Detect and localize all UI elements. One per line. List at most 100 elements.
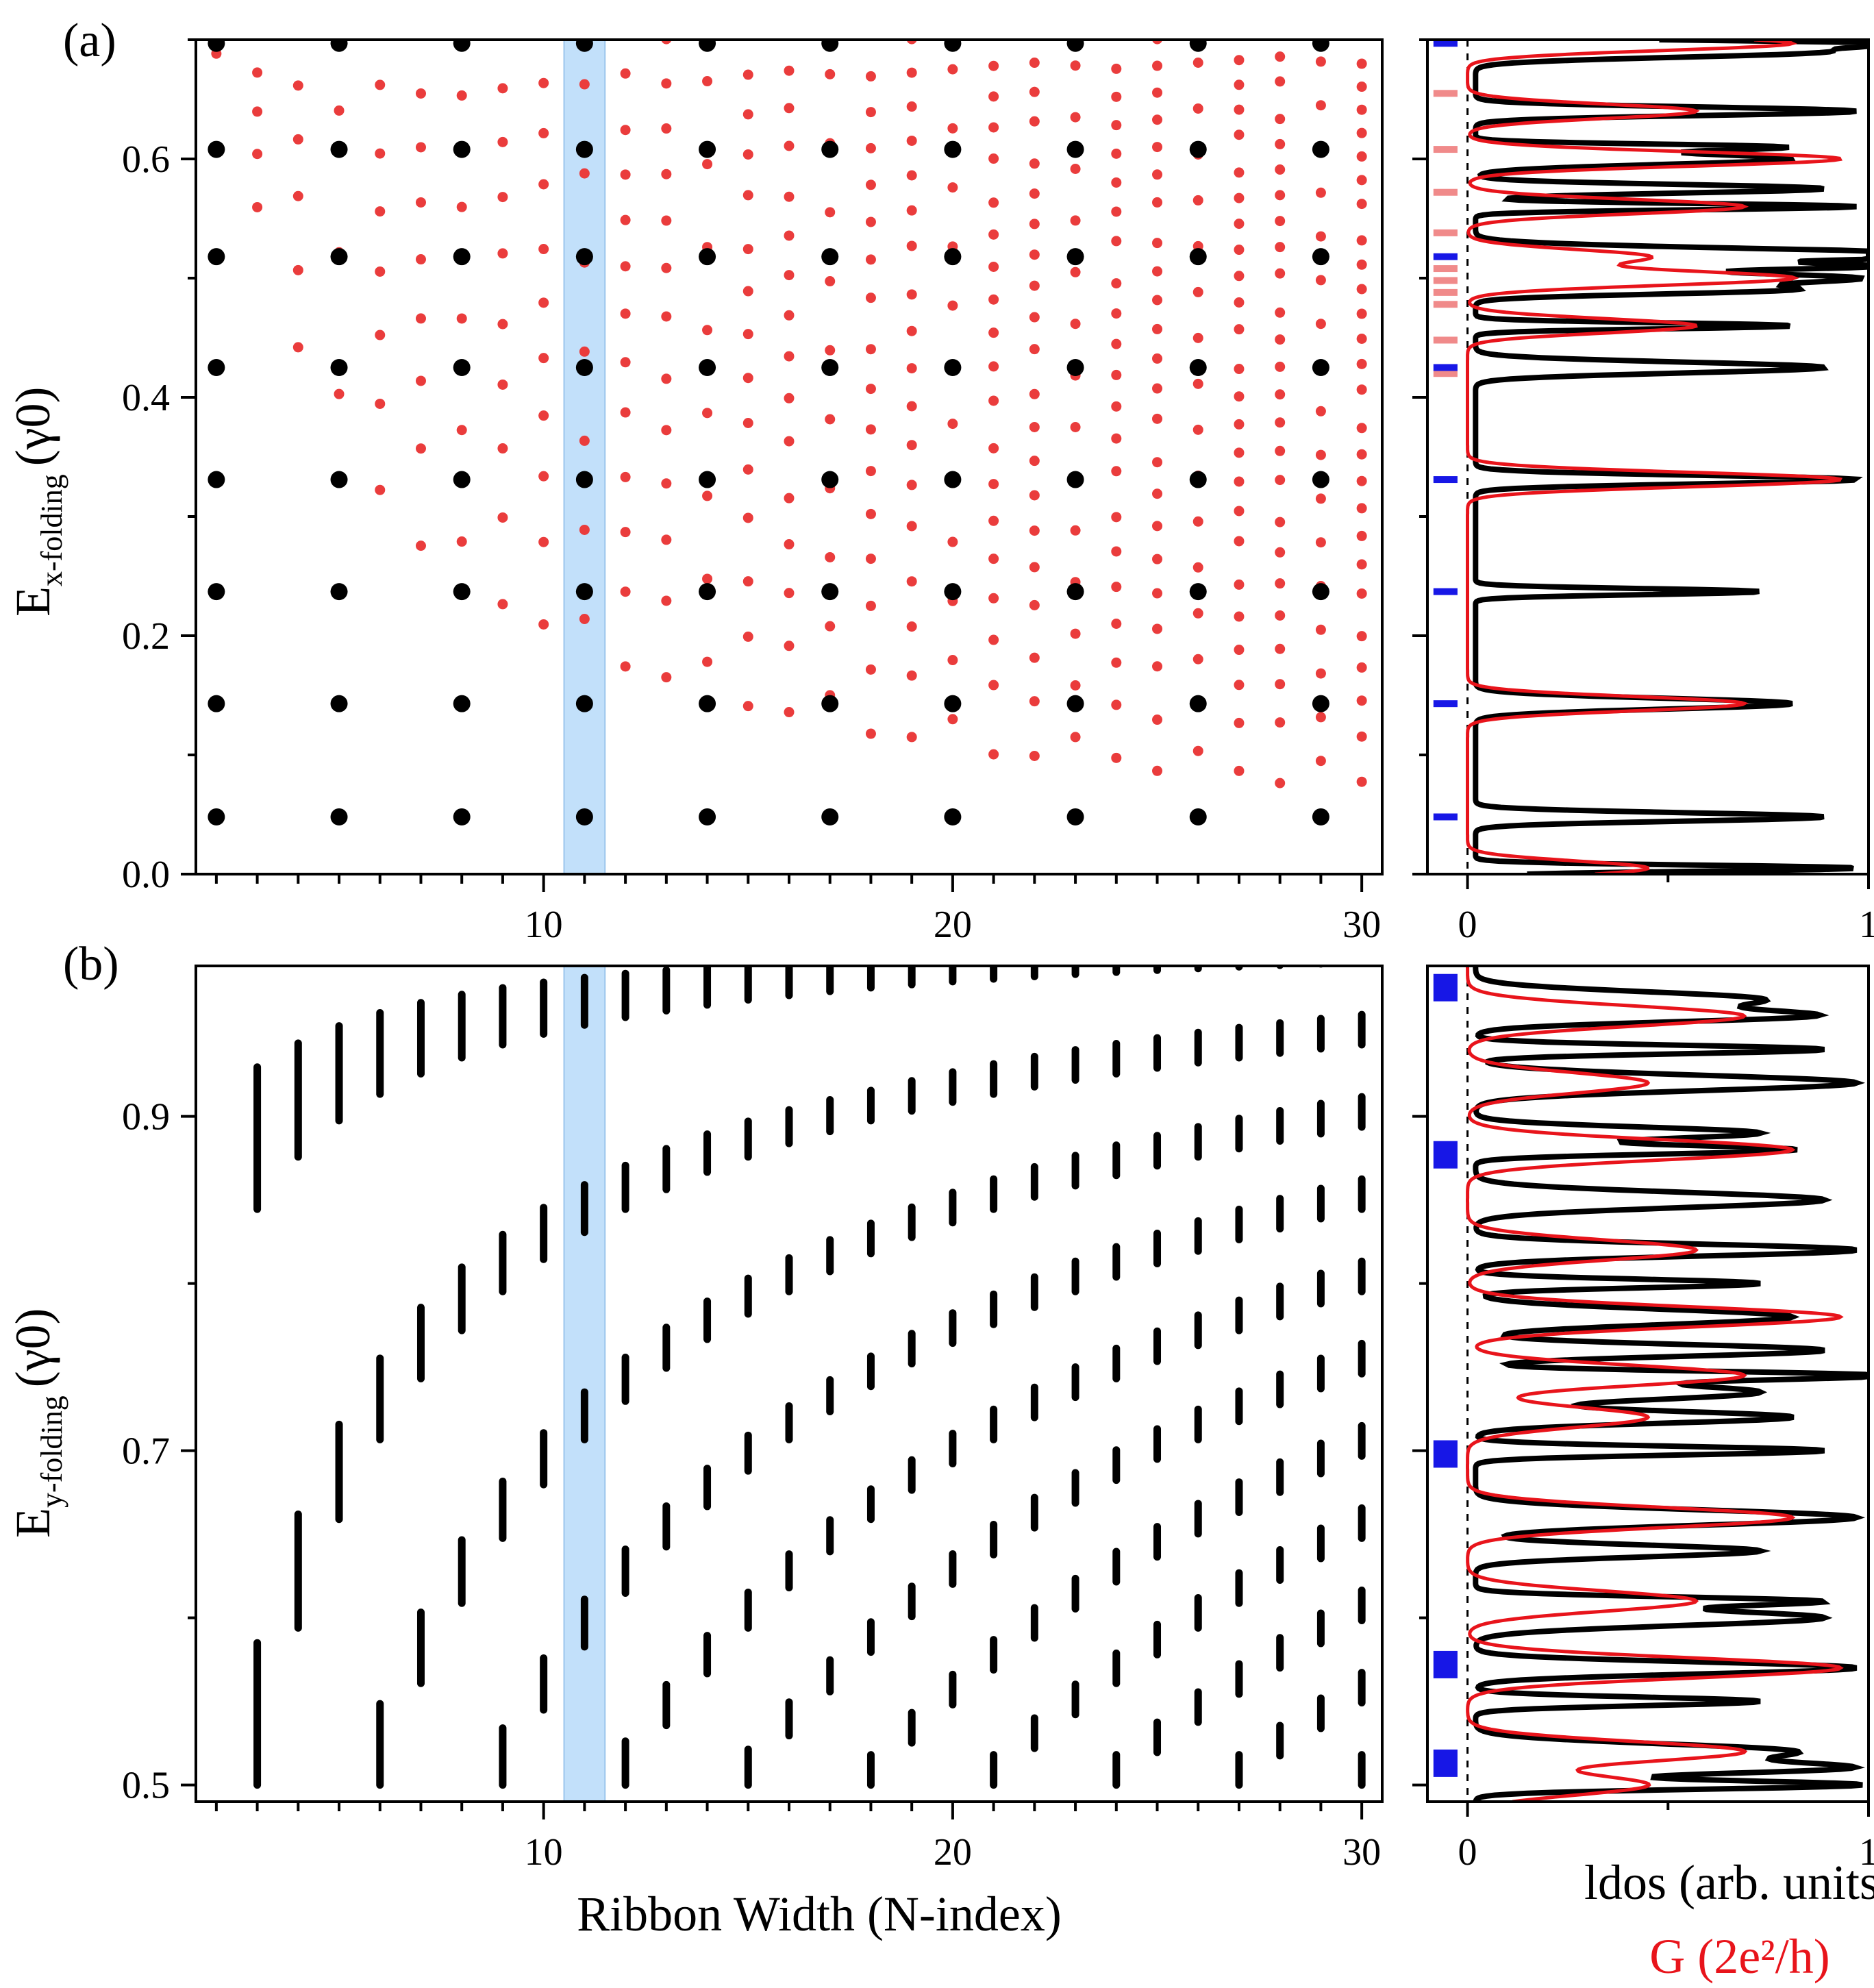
red-point: [1234, 219, 1245, 229]
red-point: [1029, 158, 1040, 169]
red-point: [742, 69, 753, 80]
red-point: [1275, 216, 1286, 227]
red-point: [1315, 100, 1326, 111]
red-point: [702, 656, 713, 667]
panel-a-ylabel-sub: x-folding: [35, 474, 68, 586]
red-point: [865, 424, 876, 435]
red-point: [1111, 206, 1122, 217]
red-point: [1111, 278, 1122, 289]
red-point: [702, 573, 713, 584]
red-point: [988, 122, 999, 133]
red-point: [1234, 364, 1245, 375]
red-point: [742, 373, 753, 384]
panel-b-ytick-label: 0.5: [122, 1765, 170, 1807]
red-point: [1275, 242, 1286, 253]
red-point: [415, 443, 426, 454]
red-point: [661, 311, 672, 322]
ldos-a-conductance-curve: [1466, 40, 1843, 874]
red-point: [1111, 512, 1122, 523]
red-point: [1029, 344, 1040, 355]
red-point: [947, 714, 958, 725]
red-point: [1356, 58, 1367, 69]
red-point: [456, 90, 467, 101]
red-point: [375, 266, 386, 277]
red-point: [1152, 114, 1163, 125]
red-point: [865, 179, 876, 190]
black-point: [453, 583, 471, 601]
black-point: [1312, 808, 1329, 825]
red-point: [702, 325, 713, 336]
red-point: [784, 393, 795, 403]
panel-b-highlight-band: [563, 965, 606, 1802]
red-point: [742, 512, 753, 523]
ldos-a-xtick-label: 0: [1458, 904, 1477, 946]
ldos-a-blue-marker: [1433, 40, 1458, 47]
panel-b-scatter: 10 20 30 0.5 0.7 0.9: [122, 965, 1384, 1874]
red-point: [1029, 750, 1040, 761]
black-point: [944, 140, 962, 158]
red-point: [661, 425, 672, 436]
red-point: [1234, 271, 1245, 282]
red-point: [292, 264, 303, 275]
ldos-a-blue-marker: [1433, 588, 1458, 595]
ldos-a-pink-marker: [1433, 336, 1458, 344]
red-point: [702, 76, 713, 87]
red-point: [1356, 104, 1367, 115]
red-point: [1275, 717, 1286, 728]
black-point: [821, 695, 839, 712]
black-point: [821, 248, 839, 266]
red-point: [1070, 680, 1081, 691]
red-point: [1192, 654, 1203, 664]
black-point: [330, 583, 348, 601]
panel-b-ytick-label: 0.7: [122, 1430, 170, 1473]
red-point: [1356, 127, 1367, 138]
red-point: [1275, 190, 1286, 201]
red-point: [988, 229, 999, 240]
black-point: [575, 140, 593, 158]
red-point: [1029, 280, 1040, 291]
red-point: [1029, 696, 1040, 707]
red-point: [1356, 559, 1367, 570]
red-point: [988, 153, 999, 164]
red-point: [865, 664, 876, 675]
red-point: [538, 297, 549, 308]
panel-b-xtick-label: 30: [1342, 1831, 1381, 1874]
red-point: [906, 670, 917, 681]
red-point: [825, 551, 836, 562]
black-point: [699, 808, 716, 825]
red-point: [947, 300, 958, 311]
red-point: [661, 123, 672, 134]
red-point: [906, 325, 917, 336]
red-point: [1192, 562, 1203, 573]
panel-a-ytick-label: 0.6: [122, 138, 170, 181]
red-point: [1234, 129, 1245, 140]
panel-a-ylabel: Ex-folding (γ0): [5, 386, 68, 617]
red-point: [742, 418, 753, 429]
red-point: [1356, 235, 1367, 246]
panel-b-ylabel-unit: (γ0): [5, 1308, 60, 1387]
red-point: [1111, 63, 1122, 74]
black-point: [330, 808, 348, 825]
red-point: [784, 103, 795, 114]
panel-a-xtick-label: 10: [525, 904, 563, 946]
panel-b-ylabel-sub: y-folding: [35, 1395, 68, 1508]
red-point: [1356, 631, 1367, 642]
red-point: [538, 77, 549, 88]
red-point: [1315, 275, 1326, 286]
red-point: [497, 443, 508, 454]
red-point: [1234, 611, 1245, 622]
ldos-b-frame: [1426, 965, 1870, 1803]
panel-a-xtick-label: 20: [934, 904, 972, 946]
black-point: [208, 248, 225, 266]
red-point: [579, 168, 590, 179]
red-point: [415, 313, 426, 324]
red-point: [1152, 353, 1163, 364]
black-point: [821, 140, 839, 158]
red-point: [784, 493, 795, 504]
red-point: [1234, 55, 1245, 66]
ldos-a-pink-marker: [1433, 288, 1458, 296]
red-point: [1234, 579, 1245, 590]
red-point: [988, 680, 999, 691]
red-point: [1192, 57, 1203, 68]
red-point: [1029, 652, 1040, 663]
